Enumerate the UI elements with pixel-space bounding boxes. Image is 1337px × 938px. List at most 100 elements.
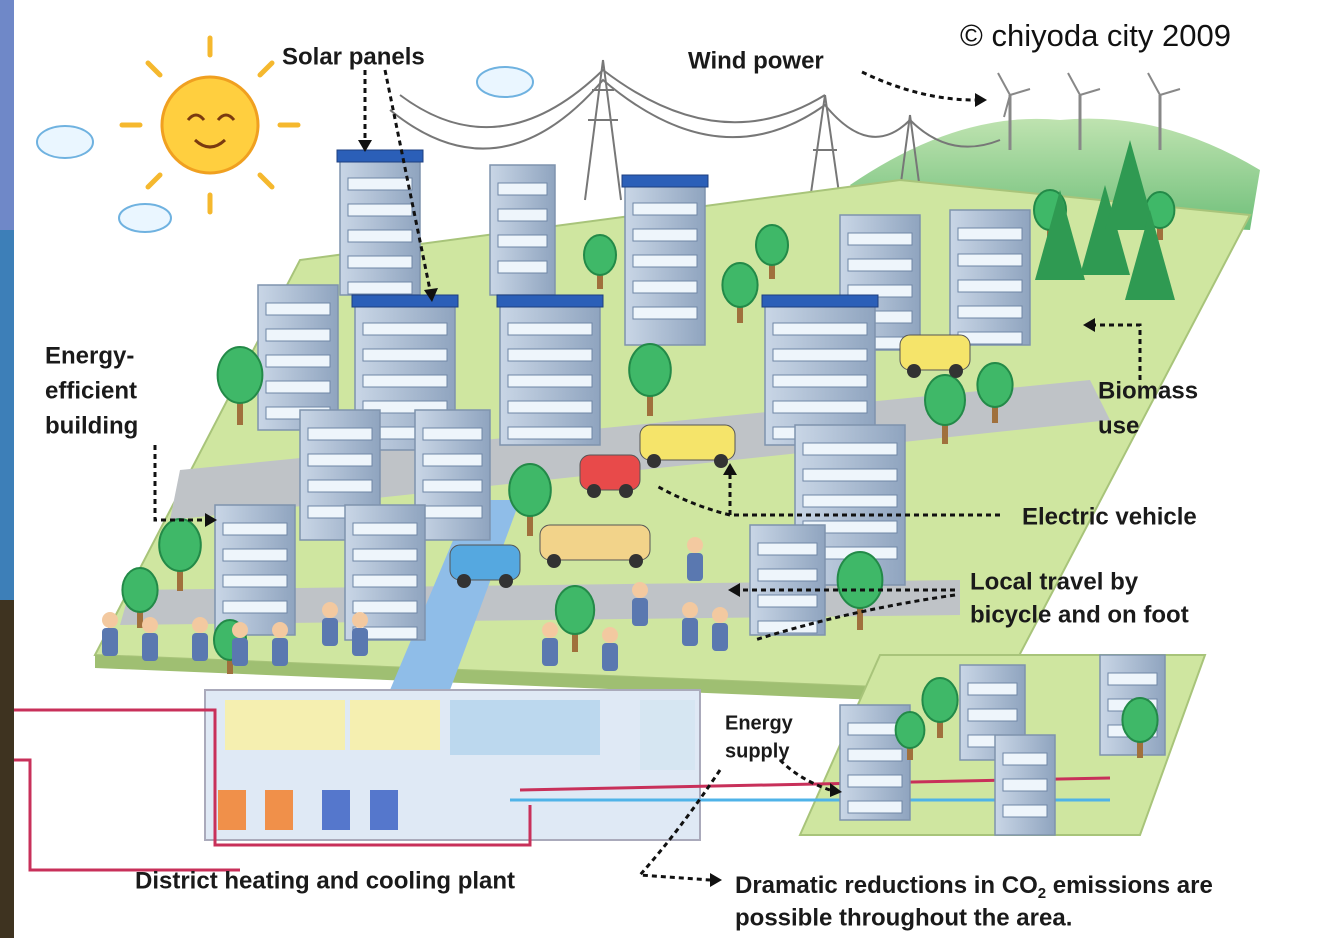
person-head — [232, 622, 248, 638]
person — [322, 602, 338, 646]
person-head — [682, 602, 698, 618]
building-window — [498, 183, 547, 195]
edge-strip — [0, 230, 14, 600]
person-body — [687, 553, 703, 581]
building — [622, 175, 708, 345]
building-window — [223, 549, 287, 561]
person-head — [632, 582, 648, 598]
label: District heating and cooling plant — [135, 867, 515, 894]
building-window — [266, 329, 330, 341]
building-window — [758, 569, 817, 581]
building — [750, 525, 825, 635]
building-window — [773, 375, 867, 387]
tree-crown — [896, 712, 925, 748]
person-head — [687, 537, 703, 553]
person-head — [142, 617, 158, 633]
person — [352, 612, 368, 656]
building-window — [1003, 805, 1047, 817]
tree-crown — [159, 519, 201, 571]
building-window — [308, 480, 372, 492]
note-part: emissions are — [1046, 872, 1213, 899]
wheel — [647, 454, 661, 468]
heating-plant — [205, 690, 700, 840]
edge-strip — [0, 0, 14, 230]
building-window — [348, 256, 412, 268]
building-window — [348, 230, 412, 242]
building-window — [353, 575, 417, 587]
label: use — [1098, 412, 1139, 439]
person — [632, 582, 648, 626]
building-window — [848, 723, 902, 735]
building — [497, 295, 603, 445]
building-window — [968, 683, 1017, 695]
solar-panel — [497, 295, 603, 307]
vehicle-body — [580, 455, 640, 490]
tree-crown — [1122, 698, 1157, 742]
building-window — [348, 178, 412, 190]
tree-crown — [584, 235, 616, 275]
person-body — [322, 618, 338, 646]
solar-panel — [337, 150, 423, 162]
building-window — [508, 375, 592, 387]
label: Wind power — [688, 47, 824, 74]
building-window — [773, 323, 867, 335]
building-window — [223, 523, 287, 535]
building-window — [958, 280, 1022, 292]
wheel — [499, 574, 513, 588]
label: Local travel by — [970, 568, 1139, 595]
tree-crown — [756, 225, 788, 265]
label: Electric vehicle — [1022, 503, 1197, 530]
building-window — [498, 261, 547, 273]
building-window — [223, 575, 287, 587]
building-window — [773, 401, 867, 413]
person — [142, 617, 158, 661]
person-head — [272, 622, 288, 638]
building-window — [758, 543, 817, 555]
person-body — [542, 638, 558, 666]
label: Energy — [725, 712, 794, 734]
building-window — [363, 323, 447, 335]
building-window — [633, 307, 697, 319]
person — [232, 622, 248, 666]
person-head — [322, 602, 338, 618]
person-head — [102, 612, 118, 628]
building-window — [633, 255, 697, 267]
edge-strip — [0, 600, 14, 938]
person-head — [602, 627, 618, 643]
label: Energy- — [45, 342, 134, 369]
note: Dramatic reductions in CO2 emissions are — [735, 872, 1213, 902]
wheel — [714, 454, 728, 468]
label: building — [45, 412, 138, 439]
tree-crown — [722, 263, 757, 307]
building-window — [348, 282, 412, 294]
person — [192, 617, 208, 661]
building-window — [848, 775, 902, 787]
label: supply — [725, 740, 790, 762]
building-window — [498, 209, 547, 221]
person-body — [352, 628, 368, 656]
solar-panel — [622, 175, 708, 187]
building-window — [803, 443, 897, 455]
building-window — [423, 506, 482, 518]
solar-panel — [352, 295, 458, 307]
building-window — [508, 401, 592, 413]
person — [542, 622, 558, 666]
building-window — [773, 349, 867, 361]
building-window — [508, 323, 592, 335]
person-body — [232, 638, 248, 666]
building-window — [266, 303, 330, 315]
building — [490, 165, 555, 295]
person — [602, 627, 618, 671]
wheel — [587, 484, 601, 498]
building-window — [423, 428, 482, 440]
building-window — [1108, 673, 1157, 685]
building-window — [353, 601, 417, 613]
building-window — [848, 259, 912, 271]
building-window — [968, 709, 1017, 721]
tree-crown — [509, 464, 551, 516]
label: efficient — [45, 377, 137, 404]
building-window — [353, 549, 417, 561]
building-window — [266, 381, 330, 393]
building-window — [363, 375, 447, 387]
building-window — [423, 480, 482, 492]
